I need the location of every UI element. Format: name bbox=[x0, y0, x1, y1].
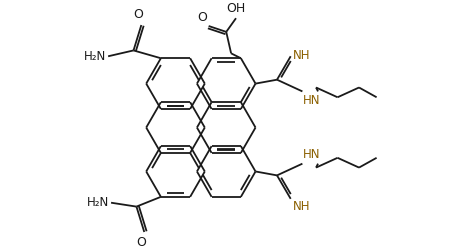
Text: NH: NH bbox=[292, 49, 310, 62]
Text: O: O bbox=[134, 8, 143, 21]
Text: HN: HN bbox=[302, 148, 320, 161]
Text: O: O bbox=[197, 11, 207, 24]
Text: O: O bbox=[137, 236, 146, 249]
Text: HN: HN bbox=[302, 94, 320, 107]
Text: NH: NH bbox=[292, 200, 310, 213]
Text: H₂N: H₂N bbox=[87, 196, 109, 209]
Text: OH: OH bbox=[227, 2, 246, 15]
Text: H₂N: H₂N bbox=[84, 50, 106, 63]
